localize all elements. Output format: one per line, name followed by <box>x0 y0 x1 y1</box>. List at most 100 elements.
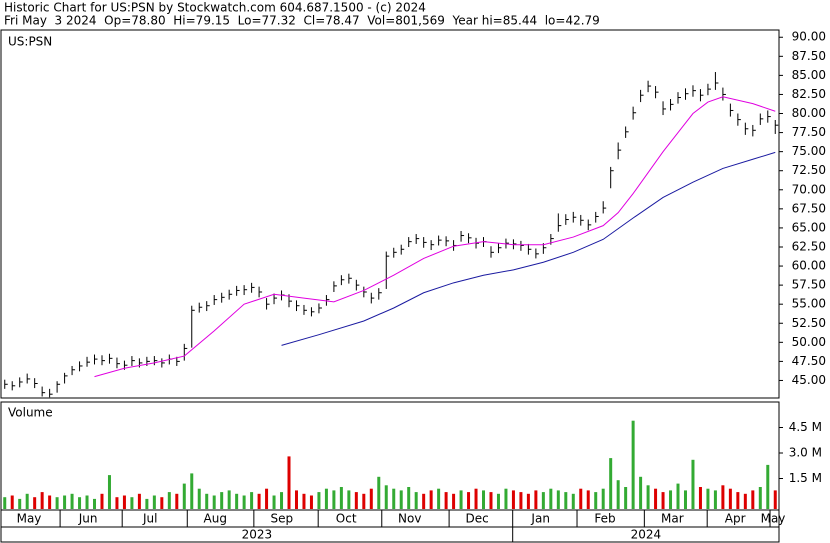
volume-bar <box>624 487 628 509</box>
y-tick-label: 72.50 <box>792 163 826 177</box>
x-tick-label: Aug <box>204 512 227 526</box>
volume-bar <box>220 492 224 509</box>
volume-bar <box>459 490 463 509</box>
volume-bar <box>496 493 500 509</box>
volume-bar <box>594 492 598 509</box>
volume-bar <box>511 490 515 509</box>
y-tick-label: 60.00 <box>792 259 826 273</box>
volume-bar <box>736 492 740 509</box>
volume-bar <box>631 420 635 509</box>
volume-bar <box>272 495 276 509</box>
volume-bar <box>347 490 351 509</box>
volume-bar <box>646 485 650 509</box>
volume-bar <box>571 493 575 509</box>
volume-bar <box>422 493 426 509</box>
volume-bar <box>616 480 620 509</box>
volume-bar <box>758 487 762 509</box>
volume-bar <box>362 493 366 509</box>
volume-bar <box>175 493 179 509</box>
x-tick-label: Oct <box>336 512 357 526</box>
volume-bar <box>130 497 134 509</box>
volume-bar <box>152 495 156 509</box>
volume-bar <box>182 483 186 509</box>
volume-bar <box>601 488 605 509</box>
y-tick-label: 67.50 <box>792 201 826 215</box>
volume-bar <box>773 490 777 509</box>
volume-bar <box>377 476 381 509</box>
volume-bar <box>437 488 441 509</box>
volume-bar <box>33 497 37 509</box>
volume-bar <box>661 492 665 509</box>
volume-bar <box>309 495 313 509</box>
volume-bar <box>205 493 209 509</box>
volume-bar <box>669 490 673 509</box>
volume-bar <box>227 490 231 509</box>
volume-bar <box>526 493 530 509</box>
volume-bar <box>122 495 126 509</box>
volume-bar <box>48 495 52 509</box>
x-tick-label: Nov <box>398 512 421 526</box>
volume-bar <box>265 488 269 509</box>
volume-bar <box>444 492 448 509</box>
price-panel <box>0 29 780 399</box>
volume-bar <box>78 497 82 509</box>
volume-bar <box>482 490 486 509</box>
volume-bar <box>474 488 478 509</box>
x-tick-label: Sep <box>271 512 294 526</box>
volume-bar <box>167 492 171 509</box>
volume-bar <box>294 490 298 509</box>
volume-bar <box>721 485 725 509</box>
volume-bar <box>429 490 433 509</box>
volume-bar <box>339 487 343 509</box>
volume-bar <box>10 495 14 509</box>
volume-bar <box>683 490 687 509</box>
y-tick-label: 55.00 <box>792 297 826 311</box>
volume-bar <box>467 492 471 509</box>
volume-bar <box>369 488 373 509</box>
volume-bar <box>302 493 306 509</box>
x-tick-label: Jan <box>530 512 550 526</box>
y-tick-label: 65.00 <box>792 220 826 234</box>
volume-bar <box>392 488 396 509</box>
volume-bar <box>145 498 149 509</box>
x-tick-label: Feb <box>594 512 615 526</box>
volume-bar <box>40 492 44 509</box>
y-tick-label: 47.50 <box>792 354 826 368</box>
volume-bar <box>63 495 67 509</box>
x-tick-label: May <box>761 512 786 526</box>
volume-bar <box>354 492 358 509</box>
volume-bar <box>70 493 74 509</box>
symbol-label: US:PSN <box>8 35 52 49</box>
y-tick-label: 62.50 <box>792 239 826 253</box>
x-tick-label: Dec <box>465 512 488 526</box>
volume-bar <box>706 488 710 509</box>
volume-bar <box>399 490 403 509</box>
y-tick-label: 82.50 <box>792 87 826 101</box>
volume-bar <box>137 493 141 509</box>
x-tick-label: Jul <box>142 512 157 526</box>
volume-bar <box>609 458 613 509</box>
volume-bar <box>384 485 388 509</box>
volume-bar <box>534 490 538 509</box>
volume-tick-label: 4.5 M <box>789 420 822 434</box>
volume-bar <box>713 490 717 509</box>
volume-bar <box>452 493 456 509</box>
volume-bar <box>414 492 418 509</box>
volume-bar <box>85 495 89 509</box>
volume-bar <box>100 493 104 509</box>
x-tick-label: Mar <box>661 512 684 526</box>
x-tick-label: Jun <box>78 512 98 526</box>
volume-bar <box>242 495 246 509</box>
y-tick-label: 52.50 <box>792 316 826 330</box>
volume-bar <box>766 464 770 509</box>
volume-bar <box>3 497 7 509</box>
y-tick-label: 45.00 <box>792 373 826 387</box>
volume-bar <box>235 493 239 509</box>
volume-bar <box>18 498 22 509</box>
y-tick-label: 57.50 <box>792 278 826 292</box>
volume-bar <box>698 487 702 509</box>
chart-title: Historic Chart for US:PSN by Stockwatch.… <box>4 1 426 15</box>
volume-bar <box>287 456 291 509</box>
volume-bar <box>280 492 284 509</box>
